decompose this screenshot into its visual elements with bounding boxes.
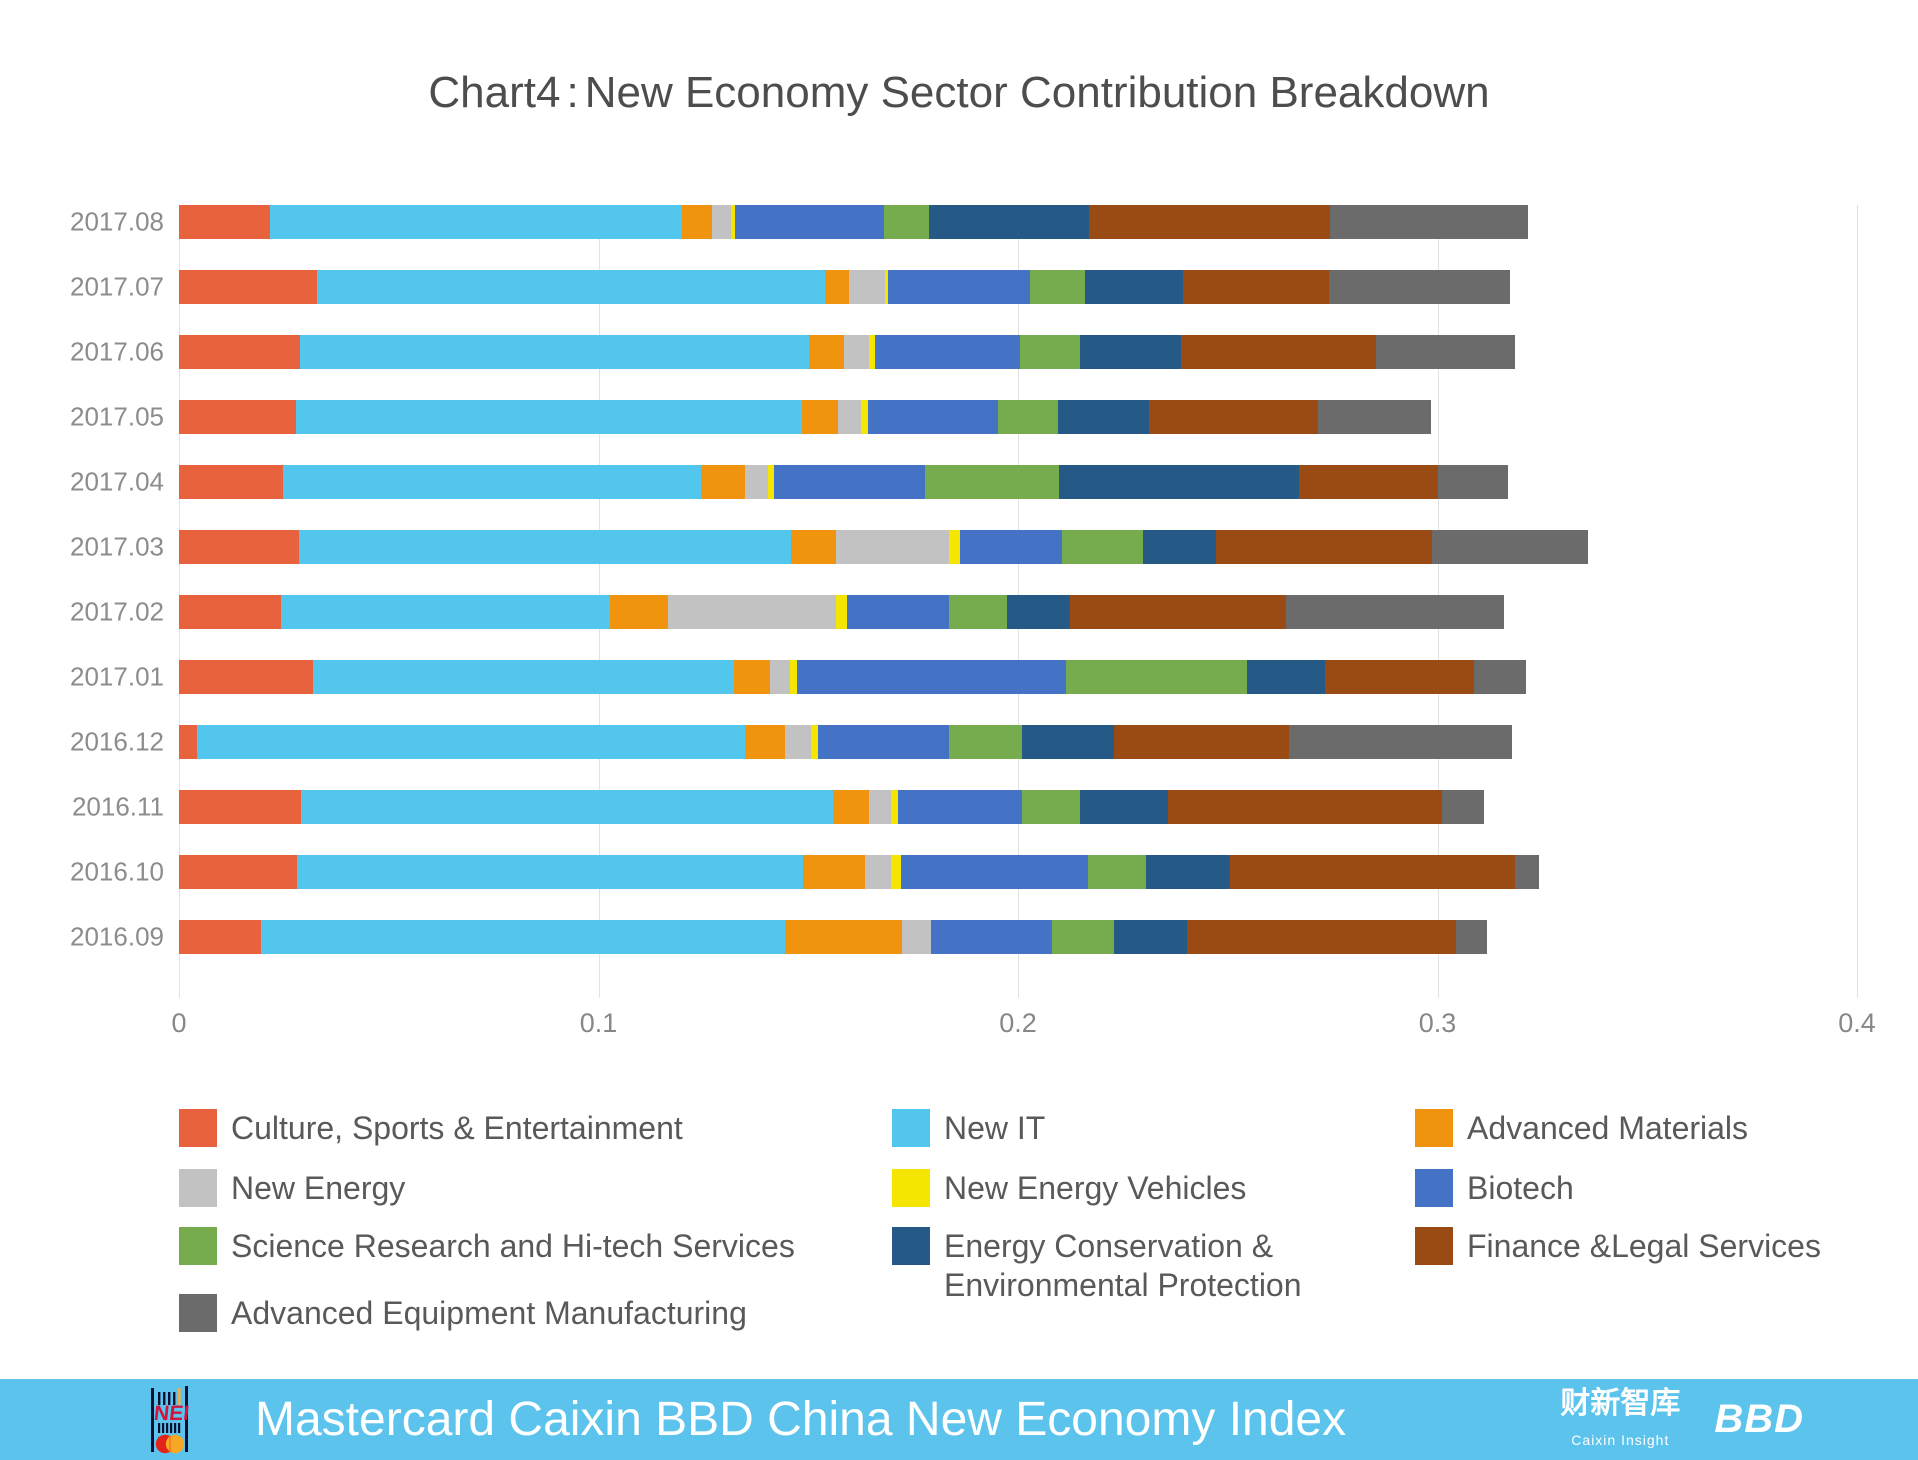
svg-text:NEI: NEI [153, 1402, 189, 1425]
svg-text:mastercard: mastercard [158, 1453, 181, 1454]
